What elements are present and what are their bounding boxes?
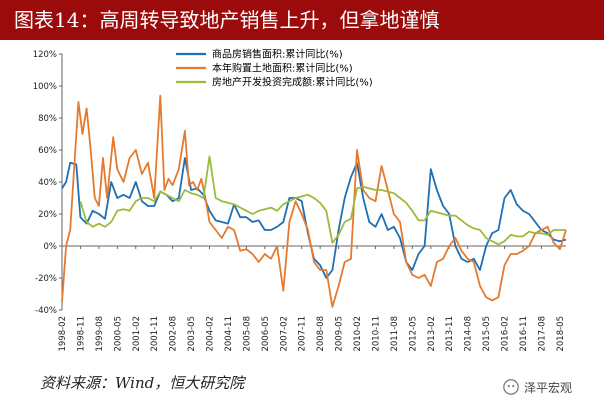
x-tick-label: 2010-11 xyxy=(371,316,381,352)
axes: -40% -20% 0% 20% 40% 60% 80% 100% 120% 1998-02 199… xyxy=(33,50,566,352)
x-tick-label: 1999-08 xyxy=(95,316,105,352)
y-tick-label: -40% xyxy=(35,306,57,316)
watermark: 泽平宏观 xyxy=(502,376,598,398)
legend-label-3: 房地产开发投资完成额:累计同比(%) xyxy=(212,76,373,89)
x-tick-label: 2017-08 xyxy=(537,316,547,352)
x-tick-label: 2004-02 xyxy=(206,316,216,352)
legend-label-2: 本年购置土地面积:累计同比(%) xyxy=(212,62,353,75)
series-lines xyxy=(61,94,567,308)
x-tick-label: 2001-11 xyxy=(150,316,160,352)
x-tick-label: 2011-08 xyxy=(390,316,400,352)
x-tick-label: 2013-11 xyxy=(445,316,455,352)
x-tick-label: 2007-11 xyxy=(298,316,308,352)
x-tick-label: 2013-02 xyxy=(427,316,437,352)
series-line-3 xyxy=(79,155,566,246)
x-tick-label: 2018-05 xyxy=(556,316,566,352)
x-tick-label: 2016-02 xyxy=(501,316,511,352)
line-chart: -40% -20% 0% 20% 40% 60% 80% 100% 120% 1998-02 199… xyxy=(33,48,567,352)
y-tick-label: 0% xyxy=(44,242,58,252)
y-tick-label: 20% xyxy=(38,210,57,220)
x-tick-label: 2002-08 xyxy=(169,316,179,352)
y-tick-label: 80% xyxy=(38,114,57,124)
x-tick-label: 2012-05 xyxy=(408,316,418,352)
y-tick-label: 120% xyxy=(33,50,57,60)
chart-title: 图表14：高周转导致地产销售上升，但拿地谨慎 xyxy=(0,0,604,40)
x-tick-label: 2009-05 xyxy=(335,316,345,352)
y-tick-label: -20% xyxy=(35,274,57,284)
wechat-icon xyxy=(503,379,519,395)
x-tick-label: 2003-05 xyxy=(187,316,197,352)
x-tick-label: 2008-08 xyxy=(316,316,326,352)
x-tick-label: 2007-02 xyxy=(279,316,289,352)
series-line-2 xyxy=(61,94,567,308)
y-tick-label: 40% xyxy=(38,178,57,188)
x-tick-label: 2014-08 xyxy=(464,316,474,352)
x-tick-label: 2010-02 xyxy=(353,316,363,352)
source-note: 资料来源：Wind，恒大研究院 xyxy=(40,374,245,392)
x-tick-label: 2015-05 xyxy=(482,316,492,352)
x-tick-label: 2004-11 xyxy=(224,316,234,352)
x-tick-label: 1998-02 xyxy=(58,316,68,352)
x-tick-label: 2016-11 xyxy=(519,316,529,352)
x-tick-label: 2001-02 xyxy=(132,316,142,352)
x-tick-label: 2005-08 xyxy=(242,316,252,352)
legend-label-1: 商品房销售面积:累计同比(%) xyxy=(212,48,343,61)
x-tick-label: 2000-05 xyxy=(113,316,123,352)
legend: 商品房销售面积:累计同比(%)本年购置土地面积:累计同比(%)房地产开发投资完成… xyxy=(176,48,373,89)
y-tick-label: 60% xyxy=(38,146,57,156)
y-tick-label: 100% xyxy=(33,82,57,92)
x-tick-label: 2006-05 xyxy=(261,316,271,352)
watermark-text: 泽平宏观 xyxy=(524,380,573,395)
x-tick-label: 1998-11 xyxy=(76,316,86,352)
